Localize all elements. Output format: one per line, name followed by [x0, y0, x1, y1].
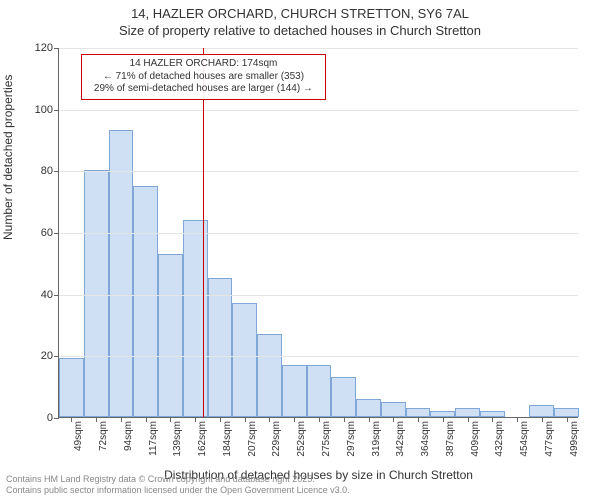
bar [455, 408, 480, 417]
y-tick-label: 0 [47, 412, 59, 424]
x-tick-label: 454sqm [517, 421, 530, 457]
x-tick-label: 184sqm [220, 421, 233, 457]
y-tick-label: 60 [41, 227, 59, 239]
x-tick-label: 499sqm [567, 421, 580, 457]
bar [307, 365, 332, 417]
bar [381, 402, 406, 417]
x-tick-label: 139sqm [170, 421, 183, 457]
y-tick-label: 120 [35, 42, 59, 54]
bar [406, 408, 431, 417]
x-tick-label: 94sqm [121, 421, 134, 451]
bar [109, 130, 134, 417]
x-tick-label: 207sqm [245, 421, 258, 457]
attribution-text: Contains HM Land Registry data © Crown c… [6, 474, 350, 496]
chart-title-line2: Size of property relative to detached ho… [0, 23, 600, 40]
x-tick-label: 72sqm [96, 421, 109, 451]
x-tick-label: 319sqm [369, 421, 382, 457]
x-tick-label: 409sqm [468, 421, 481, 457]
chart-container: 14, HAZLER ORCHARD, CHURCH STRETTON, SY6… [0, 0, 600, 500]
bar [529, 405, 554, 417]
bar [356, 399, 381, 418]
chart-title-line1: 14, HAZLER ORCHARD, CHURCH STRETTON, SY6… [0, 6, 600, 23]
bar [257, 334, 282, 417]
plot-area: 020406080100120 49sqm72sqm94sqm117sqm139… [58, 48, 578, 418]
x-tick-label: 49sqm [71, 421, 84, 451]
callout-line: 14 HAZLER ORCHARD: 174sqm [87, 58, 320, 71]
x-tick-label: 364sqm [418, 421, 431, 457]
attribution-line2: Contains public sector information licen… [6, 485, 350, 496]
gridline [59, 233, 578, 234]
y-tick-label: 20 [41, 350, 59, 362]
y-tick-label: 80 [41, 165, 59, 177]
x-tick-label: 432sqm [492, 421, 505, 457]
x-tick-label: 477sqm [542, 421, 555, 457]
bar [282, 365, 307, 417]
x-tick-label: 229sqm [269, 421, 282, 457]
callout-line: 29% of semi-detached houses are larger (… [87, 83, 320, 96]
property-marker-line [203, 48, 204, 417]
callout-line: ← 71% of detached houses are smaller (35… [87, 71, 320, 84]
bar [59, 358, 84, 417]
y-tick-label: 40 [41, 289, 59, 301]
y-axis-label: Number of detached properties [1, 75, 15, 240]
gridline [59, 48, 578, 49]
x-tick-label: 162sqm [195, 421, 208, 457]
gridline [59, 295, 578, 296]
gridline [59, 110, 578, 111]
attribution-line1: Contains HM Land Registry data © Crown c… [6, 474, 350, 485]
bar [208, 278, 233, 417]
x-tick-label: 117sqm [146, 421, 159, 456]
y-tick-label: 100 [35, 104, 59, 116]
x-tick-label: 342sqm [393, 421, 406, 457]
bar [554, 408, 579, 417]
property-callout: 14 HAZLER ORCHARD: 174sqm← 71% of detach… [81, 54, 326, 100]
bar [232, 303, 257, 417]
x-tick-label: 275sqm [319, 421, 332, 457]
bar [158, 254, 183, 417]
x-tick-label: 252sqm [294, 421, 307, 457]
bar [133, 186, 158, 417]
x-tick-label: 297sqm [344, 421, 357, 457]
bar [331, 377, 356, 417]
x-tick-label: 387sqm [443, 421, 456, 457]
chart-title-block: 14, HAZLER ORCHARD, CHURCH STRETTON, SY6… [0, 0, 600, 40]
gridline [59, 171, 578, 172]
gridline [59, 356, 578, 357]
